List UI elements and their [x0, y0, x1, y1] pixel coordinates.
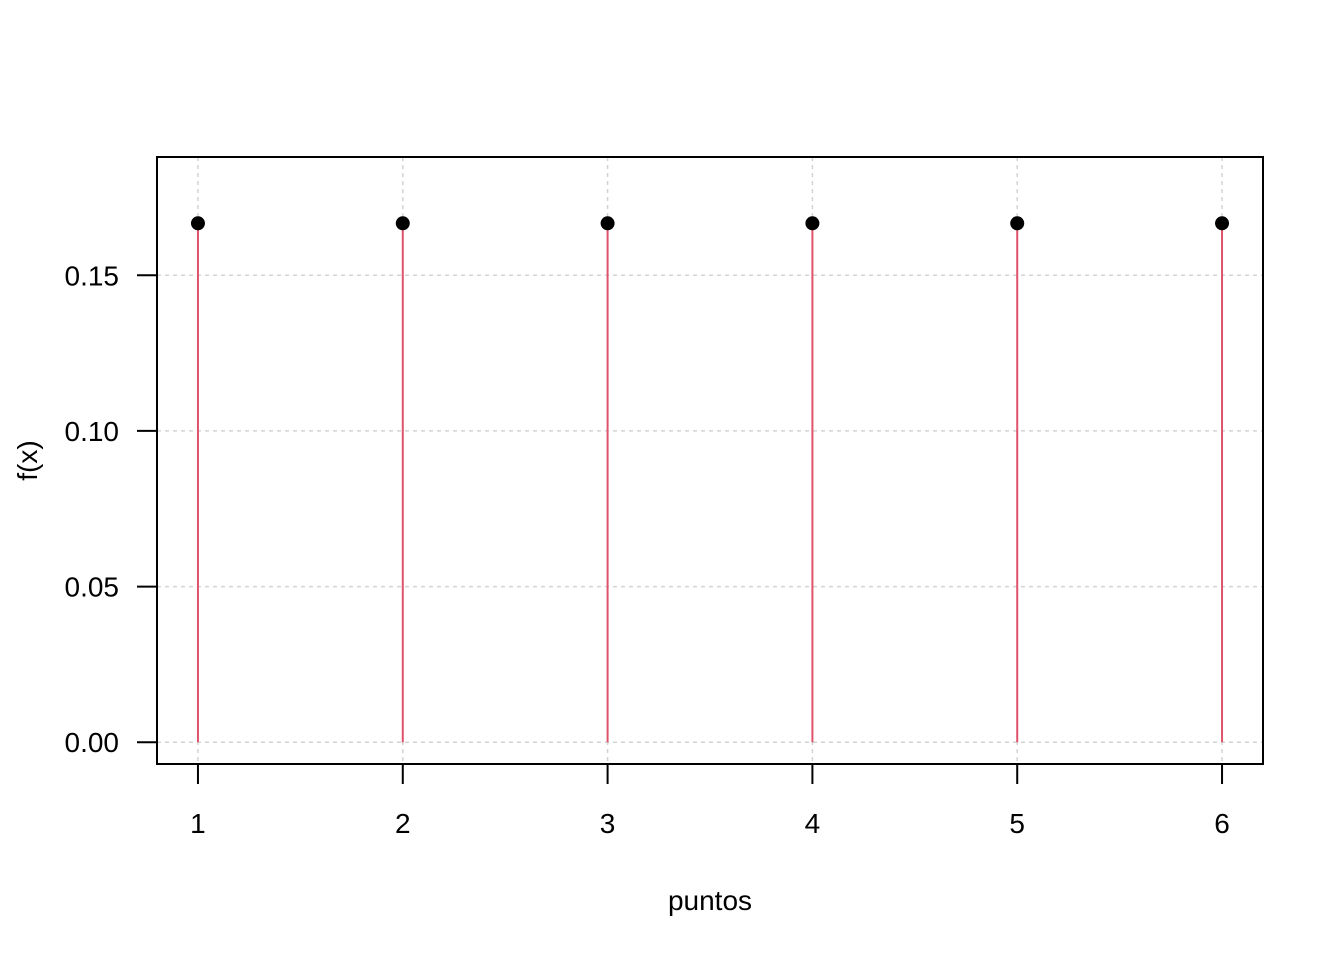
x-tick-label-2: 2	[395, 808, 411, 839]
data-point-5	[1010, 216, 1025, 231]
y-tick-label-4: 0.15	[65, 260, 120, 291]
stems	[196, 223, 1224, 743]
data-point-1	[190, 216, 205, 231]
plot-frame	[156, 156, 1264, 765]
x-tick-label-5: 5	[1009, 808, 1025, 839]
x-tick-label-6: 6	[1214, 808, 1230, 839]
data-point-2	[395, 216, 410, 231]
y-tick-label-3: 0.10	[65, 416, 120, 447]
y-tick-label-1: 0.00	[65, 727, 120, 758]
y-axis: 0.00 0.05 0.10 0.15	[65, 260, 157, 758]
data-point-4	[805, 216, 820, 231]
y-tick-label-2: 0.05	[65, 572, 120, 603]
grid	[157, 157, 1263, 764]
x-tick-label-4: 4	[805, 808, 821, 839]
x-tick-label-3: 3	[600, 808, 616, 839]
data-point-3	[600, 216, 615, 231]
y-axis-title: f(x)	[12, 440, 43, 480]
x-axis: 1 2 3 4 5 6	[190, 764, 1230, 839]
data-point-6	[1215, 216, 1230, 231]
points	[190, 216, 1230, 231]
x-axis-title: puntos	[668, 885, 752, 916]
x-tick-label-1: 1	[190, 808, 206, 839]
